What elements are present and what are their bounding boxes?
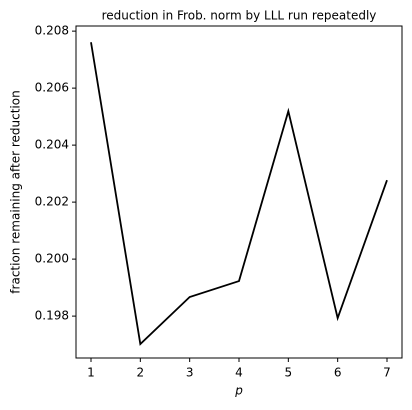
x-tick-label: 1	[87, 366, 95, 380]
plot-frame	[75, 25, 403, 359]
x-tick-label: 3	[186, 366, 194, 380]
y-tick-label: 0.204	[35, 138, 69, 152]
chart-title: reduction in Frob. norm by LLL run repea…	[102, 9, 377, 23]
x-tick-label: 4	[235, 366, 243, 380]
x-tick-label: 2	[137, 366, 145, 380]
x-tick-label: 5	[285, 366, 293, 380]
y-tick-label: 0.198	[35, 309, 69, 323]
x-axis-label: p	[234, 384, 243, 398]
x-tick-label: 6	[334, 366, 342, 380]
y-tick-label: 0.208	[35, 24, 69, 38]
y-axis-label: fraction remaining after reduction	[9, 90, 23, 293]
y-tick-label: 0.206	[35, 81, 69, 95]
line	[90, 42, 388, 346]
y-tick-label: 0.202	[35, 195, 69, 209]
y-tick-label: 0.200	[35, 252, 69, 266]
x-tick-label: 7	[383, 366, 391, 380]
